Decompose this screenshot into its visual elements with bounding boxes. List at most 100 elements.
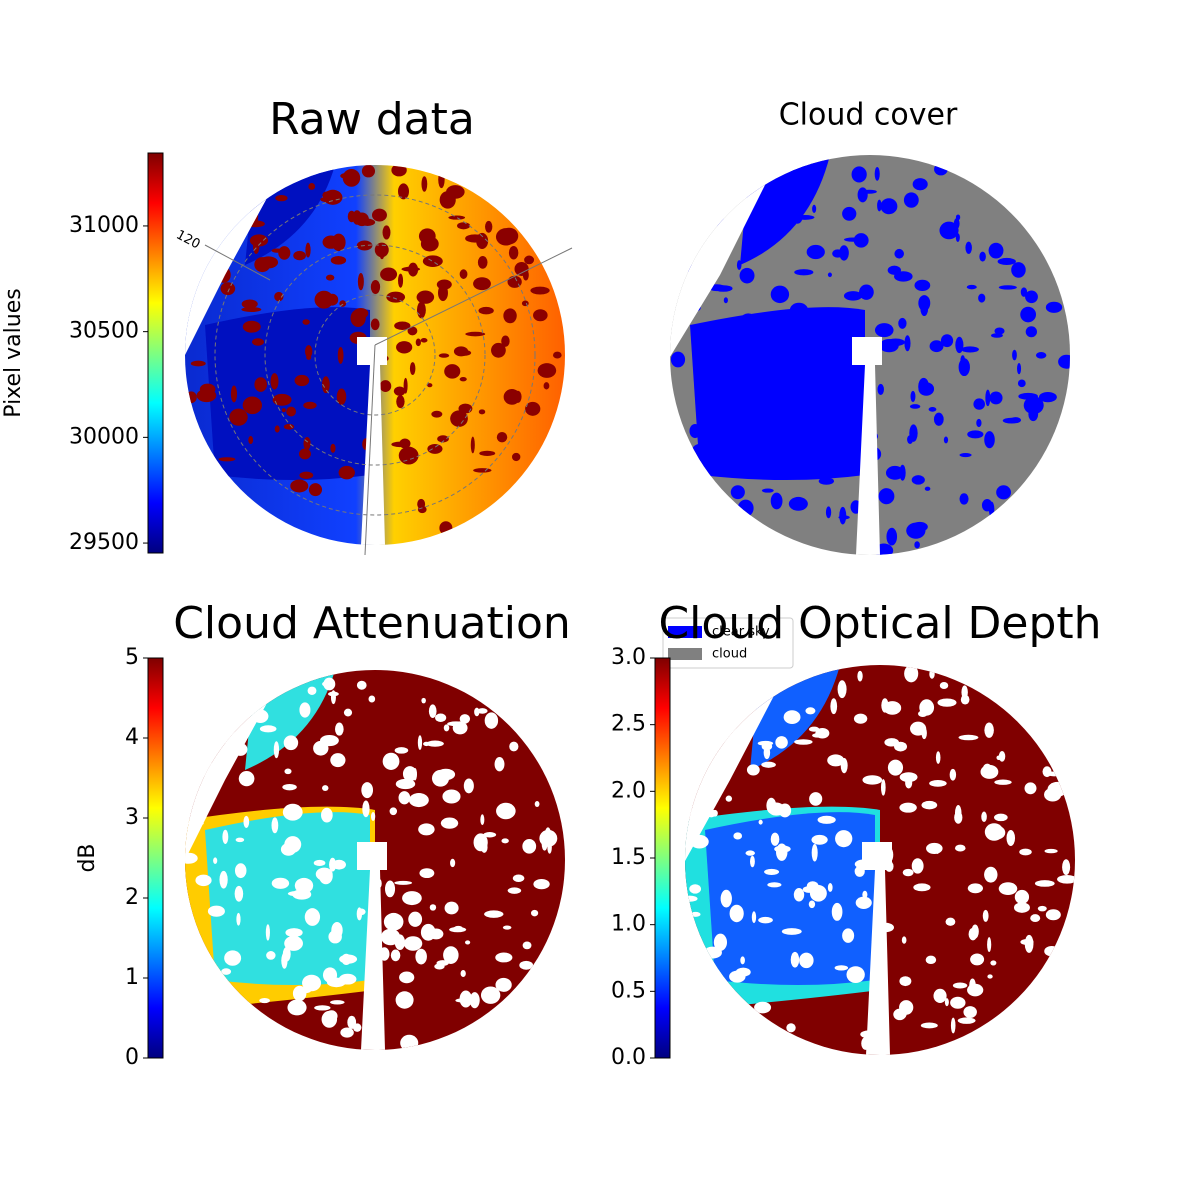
panel-title: Cloud cover [779, 98, 958, 133]
blob [940, 334, 954, 348]
blob [925, 955, 937, 965]
panel: Raw data 120 29500 30000 30500 31000 Pixel val… [1, 94, 573, 555]
blob [958, 734, 979, 741]
sky-image [670, 155, 1070, 555]
blob [988, 501, 995, 517]
blob [541, 837, 548, 851]
blob [1017, 379, 1026, 388]
blob [747, 385, 764, 399]
blob [350, 309, 366, 328]
blob [450, 858, 456, 868]
blob [813, 428, 828, 435]
blob [792, 207, 803, 224]
blob [944, 998, 949, 1007]
blob [443, 724, 450, 732]
blob [308, 182, 316, 190]
blob [357, 273, 364, 291]
blob [802, 441, 808, 453]
blob [222, 829, 229, 844]
blob [862, 890, 868, 899]
blob [398, 273, 404, 288]
blob [955, 214, 961, 221]
blob [278, 246, 291, 260]
blob [284, 935, 303, 951]
blob [737, 499, 754, 517]
blob [303, 436, 311, 450]
blob [426, 740, 444, 747]
image-region [205, 307, 370, 480]
blob [996, 755, 1002, 761]
blob [736, 260, 742, 271]
blob [453, 346, 469, 357]
blob [503, 389, 521, 405]
image-region [205, 812, 370, 985]
blob [699, 407, 715, 416]
blob [465, 234, 485, 243]
blob [418, 823, 435, 836]
blob [435, 713, 447, 722]
colorbar-tick-label: 2.5 [611, 712, 646, 737]
blob [457, 222, 471, 230]
blob [929, 340, 944, 353]
panel-title: Raw data [269, 94, 475, 145]
panel: Cloud cover clear sky cloud [662, 98, 1070, 669]
blob [207, 905, 225, 917]
blob [444, 901, 459, 915]
blob [767, 802, 785, 816]
mask-wedge [357, 337, 387, 545]
blob [470, 436, 475, 454]
blob [394, 321, 411, 330]
blob [949, 768, 957, 781]
blob [937, 698, 957, 707]
blob [477, 256, 488, 269]
blob [313, 740, 329, 756]
blob [473, 277, 491, 291]
blob [820, 351, 825, 362]
blob [994, 779, 1012, 785]
blob [330, 443, 336, 453]
blob [286, 406, 297, 417]
polar-label: 120 [174, 228, 203, 253]
blob [909, 404, 921, 409]
blob [321, 376, 330, 394]
blob [1020, 306, 1037, 323]
blob [393, 386, 406, 396]
blob [874, 323, 894, 338]
blob [976, 418, 982, 428]
blob [507, 887, 522, 894]
blob [811, 844, 818, 862]
blob [1013, 902, 1030, 913]
blob [447, 721, 465, 727]
blob [315, 867, 333, 881]
blob [857, 187, 868, 203]
blob [921, 800, 938, 810]
blob [799, 167, 805, 184]
blob [336, 388, 347, 405]
blob [827, 272, 832, 278]
blob [362, 800, 370, 818]
blob [691, 443, 709, 462]
blob [742, 357, 750, 368]
blob [416, 301, 426, 319]
blob [503, 308, 517, 324]
blob [911, 858, 924, 874]
blob [389, 807, 398, 816]
blob [911, 475, 925, 485]
blob [1038, 392, 1057, 403]
blob [303, 401, 317, 410]
blob [880, 779, 886, 796]
blob [402, 891, 422, 906]
blob [1006, 830, 1016, 846]
blob [745, 850, 755, 856]
blob [988, 242, 1004, 259]
blob [842, 928, 855, 943]
blob [830, 698, 838, 715]
blob [990, 960, 997, 966]
blob [978, 293, 986, 303]
blob [979, 251, 986, 262]
blob [501, 838, 509, 844]
blob [444, 364, 461, 379]
blob [502, 925, 512, 930]
blob [508, 245, 519, 260]
